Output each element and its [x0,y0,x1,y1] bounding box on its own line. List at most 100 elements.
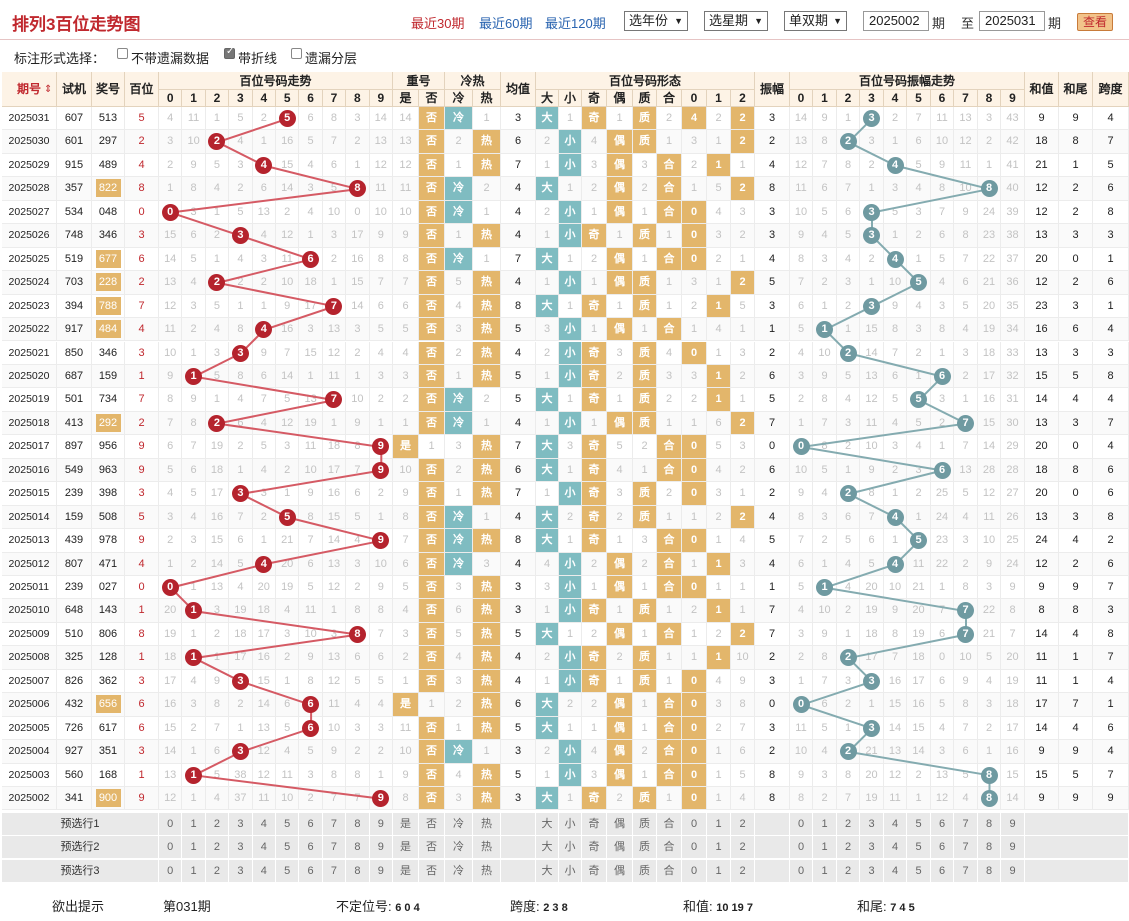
preview-digit-cell[interactable]: 9 [369,836,393,859]
preview-amp-cell[interactable]: 6 [931,859,954,883]
preview-digit-cell[interactable]: 2 [205,836,230,859]
preview-amp-cell[interactable]: 9 [1001,836,1025,859]
preview-amp-cell[interactable]: 6 [931,812,954,836]
period-from-input[interactable]: 2025002 [863,11,929,31]
preview-shape-cell[interactable]: 1 [707,812,731,836]
preview-digit-cell[interactable]: 1 [182,859,206,883]
preview-shape-cell[interactable]: 偶 [607,836,633,859]
preview-repeat-yes[interactable]: 是 [393,836,419,859]
preview-repeat-yes[interactable]: 是 [393,859,419,883]
preview-digit-cell[interactable]: 2 [205,859,230,883]
select-odd-even[interactable]: 单双期 ▼ [784,11,847,31]
preview-amp-cell[interactable]: 6 [931,836,954,859]
preview-digit-cell[interactable]: 5 [276,859,300,883]
preview-shape-cell[interactable]: 1 [707,836,731,859]
preview-hot[interactable]: 热 [473,836,501,859]
preview-shape-cell[interactable]: 0 [682,859,707,883]
preview-digit-cell[interactable]: 4 [252,859,276,883]
preview-digit-cell[interactable]: 4 [252,836,276,859]
preview-shape-cell[interactable]: 0 [682,812,707,836]
preview-shape-cell[interactable]: 1 [707,859,731,883]
preview-shape-cell[interactable]: 大 [536,836,559,859]
sort-icon[interactable]: ⇕ [44,84,53,95]
preview-amp-cell[interactable]: 2 [837,812,860,836]
preview-amp-cell[interactable]: 7 [954,836,978,859]
period-to-input[interactable]: 2025031 [979,11,1045,31]
preview-shape-cell[interactable]: 合 [657,859,682,883]
preview-digit-cell[interactable]: 8 [346,836,370,859]
preview-digit-cell[interactable]: 6 [299,859,323,883]
preview-digit-cell[interactable]: 0 [159,836,183,859]
preview-digit-cell[interactable]: 6 [299,836,323,859]
select-weekday[interactable]: 选星期 ▼ [704,11,768,31]
preview-amp-cell[interactable]: 1 [813,836,837,859]
checkbox-polyline[interactable] [224,46,235,59]
preview-amp-cell[interactable]: 5 [907,836,931,859]
link-recent-30[interactable]: 最近30期 [411,16,465,31]
preview-shape-cell[interactable]: 合 [657,836,682,859]
preview-amp-cell[interactable]: 0 [790,812,813,836]
preview-blank[interactable] [1025,859,1129,883]
preview-shape-cell[interactable]: 奇 [582,859,607,883]
preview-blank[interactable] [755,836,790,859]
preview-digit-cell[interactable]: 9 [369,859,393,883]
preview-digit-cell[interactable]: 2 [205,812,230,836]
preview-digit-cell[interactable]: 0 [159,859,183,883]
preview-cold[interactable]: 冷 [445,836,473,859]
preview-digit-cell[interactable]: 5 [276,812,300,836]
preview-amp-cell[interactable]: 3 [860,859,884,883]
preview-shape-cell[interactable]: 质 [633,859,657,883]
preview-blank[interactable] [755,812,790,836]
preview-amp-cell[interactable]: 1 [813,812,837,836]
preview-amp-cell[interactable]: 0 [790,859,813,883]
preview-shape-cell[interactable]: 大 [536,859,559,883]
preview-digit-cell[interactable]: 7 [322,812,347,836]
link-recent-60[interactable]: 最近60期 [479,16,533,31]
preview-shape-cell[interactable]: 2 [731,859,755,883]
preview-amp-cell[interactable]: 4 [884,859,907,883]
preview-digit-cell[interactable]: 1 [182,836,206,859]
preview-shape-cell[interactable]: 质 [633,812,657,836]
preview-shape-cell[interactable]: 偶 [607,812,633,836]
preview-digit-cell[interactable]: 7 [322,859,347,883]
preview-hot[interactable]: 热 [473,812,501,836]
preview-shape-cell[interactable]: 偶 [607,859,633,883]
preview-blank[interactable] [1025,812,1129,836]
preview-amp-cell[interactable]: 4 [884,812,907,836]
preview-amp-cell[interactable]: 1 [813,859,837,883]
preview-shape-cell[interactable]: 2 [731,836,755,859]
preview-digit-cell[interactable]: 5 [276,836,300,859]
query-button[interactable]: 查看 [1077,13,1113,31]
preview-cold[interactable]: 冷 [445,859,473,883]
preview-amp-cell[interactable]: 9 [1001,859,1025,883]
preview-amp-cell[interactable]: 0 [790,836,813,859]
preview-shape-cell[interactable]: 大 [536,812,559,836]
preview-digit-cell[interactable]: 1 [182,812,206,836]
preview-shape-cell[interactable]: 2 [731,812,755,836]
preview-hot[interactable]: 热 [473,859,501,883]
preview-digit-cell[interactable]: 9 [369,812,393,836]
preview-amp-cell[interactable]: 3 [860,812,884,836]
preview-shape-cell[interactable]: 小 [559,812,582,836]
preview-repeat-no[interactable]: 否 [419,836,445,859]
preview-repeat-no[interactable]: 否 [419,812,445,836]
preview-amp-cell[interactable]: 7 [954,812,978,836]
preview-blank[interactable] [501,812,536,836]
select-year[interactable]: 选年份 ▼ [624,11,688,31]
preview-blank[interactable] [1025,836,1129,859]
link-recent-120[interactable]: 最近120期 [545,16,606,31]
preview-digit-cell[interactable]: 3 [229,836,253,859]
checkbox-no-missing[interactable] [117,48,128,59]
preview-digit-cell[interactable]: 4 [252,812,276,836]
preview-amp-cell[interactable]: 2 [837,836,860,859]
preview-amp-cell[interactable]: 4 [884,836,907,859]
preview-digit-cell[interactable]: 8 [346,859,370,883]
preview-amp-cell[interactable]: 2 [837,859,860,883]
preview-shape-cell[interactable]: 奇 [582,812,607,836]
preview-shape-cell[interactable]: 奇 [582,836,607,859]
preview-shape-cell[interactable]: 质 [633,836,657,859]
preview-digit-cell[interactable]: 7 [322,836,347,859]
preview-digit-cell[interactable]: 8 [346,812,370,836]
preview-repeat-no[interactable]: 否 [419,859,445,883]
preview-blank[interactable] [501,859,536,883]
